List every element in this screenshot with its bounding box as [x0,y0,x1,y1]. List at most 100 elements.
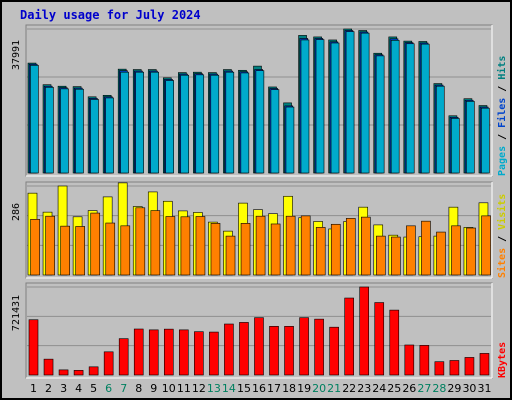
x-tick-label-18: 18 [282,382,296,395]
bar-pages-15 [240,72,250,174]
legend-entry-hits: Hits [496,56,508,80]
legend-entry-kbytes: KBytes [497,342,508,378]
bar-sites-1 [30,218,40,276]
panel-legend: KBytes [497,342,508,378]
bar-pages-10 [165,80,174,174]
x-tick-label-2: 2 [45,382,52,395]
bar-sites-27 [421,220,431,276]
bar-kbytes-20 [314,318,324,376]
bar-kbytes-24 [374,302,385,376]
bar-sites-26 [406,225,416,276]
bar-sites-31 [481,215,491,276]
bar-pages-28 [435,85,445,174]
x-tick-label-7: 7 [120,382,127,395]
bar-sites-23 [361,216,371,276]
bar-kbytes-23 [359,286,370,376]
bar-sites-2 [45,215,55,276]
x-tick-label-12: 12 [192,382,206,395]
y-max-label: 37991 [11,40,22,70]
bar-sites-21 [330,223,341,276]
bar-pages-6 [105,97,114,174]
chart-title: Daily usage for July 2024 [20,8,201,22]
bar-sites-18 [285,215,296,276]
bar-sites-19 [300,215,311,276]
bar-pages-24 [375,55,385,174]
x-tick-label-5: 5 [90,382,97,395]
x-tick-label-30: 30 [462,382,476,395]
bar-sites-10 [165,216,176,276]
legend-separator: / [497,80,508,98]
bar-pages-31 [481,107,490,174]
bar-pages-3 [60,88,69,174]
bar-kbytes-3 [58,369,69,376]
x-tick-label-10: 10 [162,382,176,395]
bar-pages-12 [195,74,205,174]
bar-kbytes-7 [118,338,129,376]
x-tick-label-11: 11 [177,382,191,395]
x-tick-label-27: 27 [417,382,431,395]
bar-kbytes-14 [224,323,234,376]
x-tick-label-21: 21 [327,382,341,395]
bar-pages-7 [120,71,129,174]
bar-pages-11 [180,74,190,174]
bar-sites-17 [270,223,281,276]
legend-entry-files: Files [496,98,508,128]
panel-kbytes: 721431 KBytes [11,282,508,379]
bar-sites-5 [90,212,101,276]
legend-entry-pages: Pages [497,146,508,176]
x-tick-label-28: 28 [432,382,446,395]
x-tick-label-19: 19 [297,382,311,395]
x-tick-label-25: 25 [387,382,401,395]
bar-kbytes-13 [209,331,219,376]
bar-pages-30 [466,101,475,174]
bar-pages-27 [420,43,430,174]
bar-pages-2 [45,87,54,174]
bar-sites-25 [391,236,401,276]
bar-pages-23 [360,32,370,174]
x-tick-label-13: 13 [207,382,221,395]
bar-sites-11 [180,216,191,276]
x-tick-label-9: 9 [150,382,157,395]
x-tick-label-1: 1 [30,382,37,395]
bar-sites-13 [210,223,221,276]
panel-legend: Sites / Visits [496,194,508,278]
bar-pages-14 [225,71,235,174]
x-tick-label-8: 8 [135,382,142,395]
bar-pages-9 [150,71,159,174]
x-tick-label-3: 3 [60,382,67,395]
bar-pages-29 [451,118,460,174]
bar-sites-12 [195,216,206,276]
bar-sites-6 [105,222,116,276]
panel-hits: 37991 Pages / Files / Hits [11,24,508,177]
x-tick-label-29: 29 [447,382,461,395]
bar-pages-26 [405,43,415,174]
legend-separator: / [497,128,508,146]
bar-sites-14 [225,235,236,276]
bar-kbytes-25 [389,309,400,376]
bar-sites-4 [75,226,85,276]
bar-kbytes-12 [194,331,204,376]
x-tick-label-20: 20 [312,382,326,395]
legend-entry-visits: Visits [496,194,508,230]
x-tick-label-17: 17 [267,382,281,395]
panel-visits: 286 Sites / Visits [11,181,508,279]
y-max-label: 721431 [11,295,22,331]
bar-kbytes-29 [449,360,460,376]
bar-pages-18 [285,106,295,174]
bar-sites-8 [135,207,146,276]
bar-kbytes-8 [133,328,144,376]
bar-kbytes-1 [28,319,39,376]
bar-kbytes-17 [269,326,279,376]
x-tick-label-31: 31 [477,382,491,395]
bar-pages-1 [30,65,39,174]
bar-kbytes-11 [179,329,189,376]
bar-pages-5 [90,99,99,174]
bar-sites-28 [436,231,446,276]
bar-sites-30 [466,227,476,276]
legend-entry-sites: Sites [496,248,508,278]
bar-pages-22 [345,31,355,174]
x-tick-label-24: 24 [372,382,386,395]
bar-kbytes-21 [329,326,339,376]
